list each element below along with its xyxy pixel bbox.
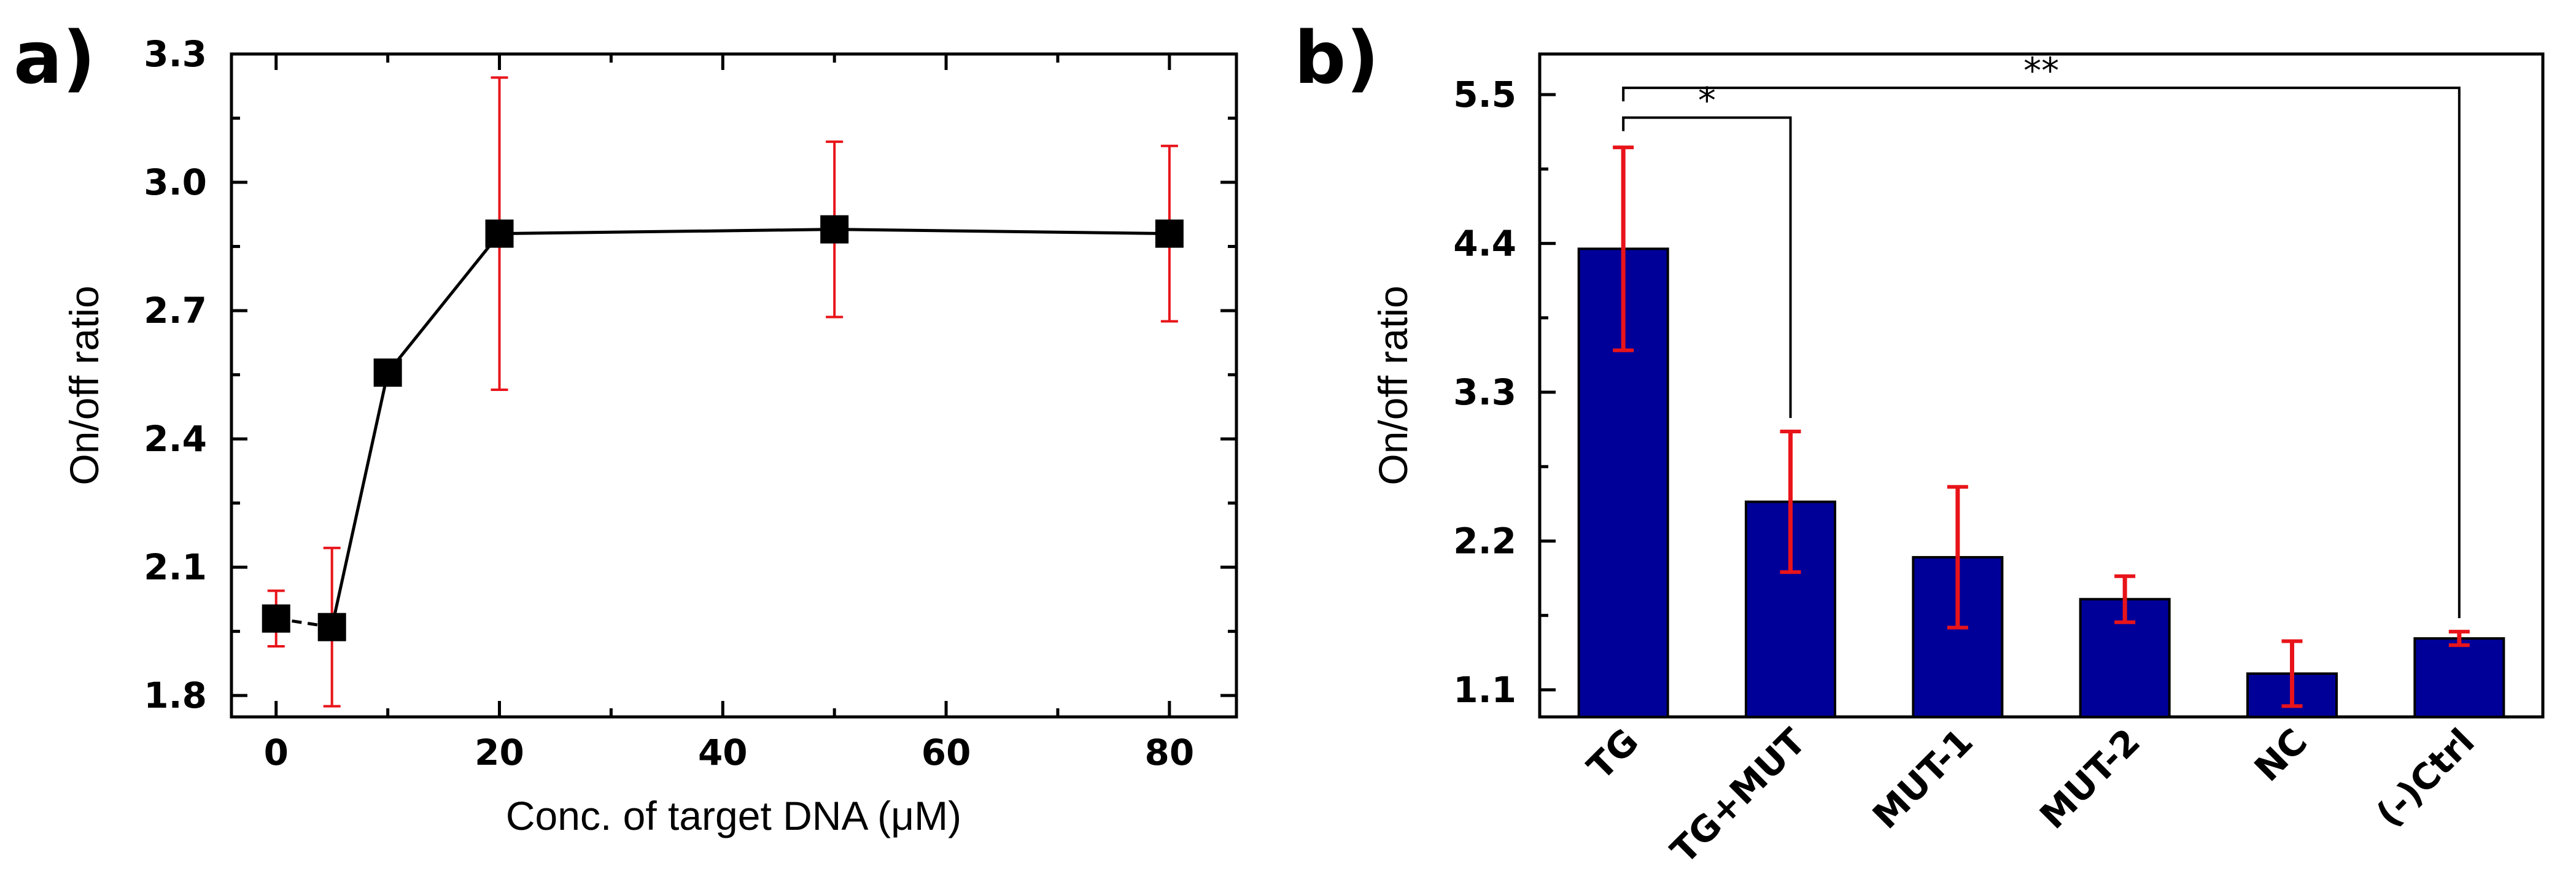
panel-b-significance-brackets: *** xyxy=(1622,50,2461,619)
panel-a-label: a) xyxy=(14,15,96,100)
panel-a-x-tick-label: 0 xyxy=(264,732,289,773)
panel-b-y-tick-label: 3.3 xyxy=(1453,371,1516,413)
panel-a-y-tick-label: 2.4 xyxy=(144,418,207,460)
panel-a-line-segment xyxy=(386,233,501,374)
panel-a-line-segment xyxy=(330,372,390,628)
panel-a-data-marker xyxy=(1155,219,1184,248)
panel-b-category-label: TG+MUT xyxy=(1662,721,1814,872)
panel-a-line-segment xyxy=(499,228,835,236)
panel-b-error-bars xyxy=(1613,145,2470,708)
panel-a-data-marker xyxy=(373,358,402,387)
panel-b-category-label: MUT-1 xyxy=(1864,721,1981,837)
panel-b-category-label: NC xyxy=(2246,721,2316,790)
panel-b-significance-label: * xyxy=(1698,80,1716,122)
panel-a-line-segment xyxy=(834,228,1170,236)
panel-a-x-tick-label: 40 xyxy=(698,732,748,773)
panel-b-y-tick-label: 2.2 xyxy=(1453,520,1516,562)
panel-b-y-tick-label: 5.5 xyxy=(1453,74,1516,115)
panel-a-x-tick-label: 20 xyxy=(475,732,524,773)
panel-a-x-tick-label: 80 xyxy=(1145,732,1195,773)
panel-a-data-marker xyxy=(820,215,849,244)
panel-a-markers xyxy=(262,215,1184,641)
panel-a-ticks: 1.8 2.1 2.4 2.7 3.0 3.3 0 20 40 60 80 xyxy=(144,33,1236,773)
panel-b-y-tick-label: 1.1 xyxy=(1453,669,1516,711)
panel-b-bar xyxy=(2413,637,2505,718)
panel-b-category-label: (-)Ctrl xyxy=(2368,721,2483,835)
panel-a-x-tick-label: 60 xyxy=(921,732,971,773)
panel-a-y-tick-label: 2.7 xyxy=(144,290,207,331)
panel-b-significance-bracket xyxy=(1622,116,1792,418)
panel-a-y-tick-label: 1.8 xyxy=(144,675,207,716)
panel-a-error-bars xyxy=(267,76,1178,708)
panel-a-y-axis-title: On/off ratio xyxy=(61,285,107,485)
panel-b-label: b) xyxy=(1294,15,1379,100)
panel-b-category-label: MUT-2 xyxy=(2031,721,2148,837)
panel-a-data-marker xyxy=(485,219,514,248)
panel-b-y-axis-title: On/off ratio xyxy=(1370,285,1416,485)
panel-b-category-label: TG xyxy=(1579,721,1647,788)
panel-a-y-tick-label: 2.1 xyxy=(144,546,207,588)
panel-b-y-tick-label: 4.4 xyxy=(1453,223,1516,265)
panel-a-y-tick-label: 3.3 xyxy=(144,33,207,75)
panel-a-x-axis-title: Conc. of target DNA (μM) xyxy=(506,793,961,838)
panel-b-bars xyxy=(1577,247,2505,719)
panel-b-significance-bracket xyxy=(1622,87,2461,619)
panel-a-y-tick-label: 3.0 xyxy=(144,161,207,203)
panel-b-plot-frame xyxy=(1538,52,2545,719)
panel-a-plot-frame xyxy=(230,52,1238,719)
panel-b-significance-label: ** xyxy=(2023,50,2059,91)
panel-a-series-line xyxy=(276,228,1170,629)
panel-a-data-marker xyxy=(317,613,346,641)
panel-a-data-marker xyxy=(262,604,290,633)
